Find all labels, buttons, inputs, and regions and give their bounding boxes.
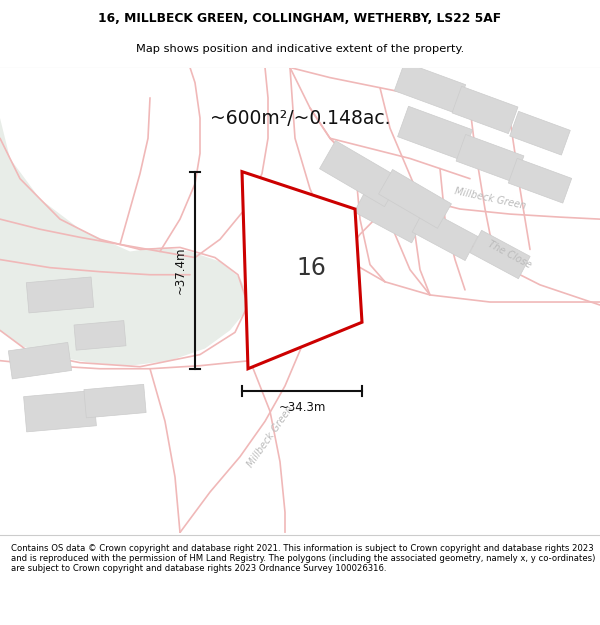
Polygon shape [354, 185, 426, 243]
Text: 16, MILLBECK GREEN, COLLINGHAM, WETHERBY, LS22 5AF: 16, MILLBECK GREEN, COLLINGHAM, WETHERBY… [98, 12, 502, 25]
Polygon shape [242, 172, 362, 369]
Polygon shape [510, 111, 570, 155]
Text: ~37.4m: ~37.4m [174, 246, 187, 294]
Polygon shape [320, 141, 400, 207]
Polygon shape [394, 62, 466, 113]
Polygon shape [456, 134, 524, 182]
Polygon shape [452, 86, 518, 134]
Text: ~34.3m: ~34.3m [278, 401, 326, 414]
Polygon shape [398, 106, 472, 160]
Polygon shape [26, 277, 94, 313]
Polygon shape [508, 158, 572, 203]
Text: The Close: The Close [487, 239, 533, 270]
Polygon shape [379, 169, 451, 228]
Polygon shape [470, 230, 530, 279]
Polygon shape [0, 68, 248, 366]
Text: Contains OS data © Crown copyright and database right 2021. This information is : Contains OS data © Crown copyright and d… [11, 544, 595, 573]
Polygon shape [412, 208, 478, 261]
Text: Map shows position and indicative extent of the property.: Map shows position and indicative extent… [136, 44, 464, 54]
Polygon shape [74, 321, 126, 350]
Text: Millbeck Green: Millbeck Green [245, 404, 295, 469]
Polygon shape [23, 391, 97, 432]
Polygon shape [84, 384, 146, 418]
Text: 16: 16 [297, 256, 326, 280]
Polygon shape [8, 342, 71, 379]
Text: Millbeck Green: Millbeck Green [454, 186, 527, 211]
Text: ~600m²/~0.148ac.: ~600m²/~0.148ac. [210, 109, 390, 128]
